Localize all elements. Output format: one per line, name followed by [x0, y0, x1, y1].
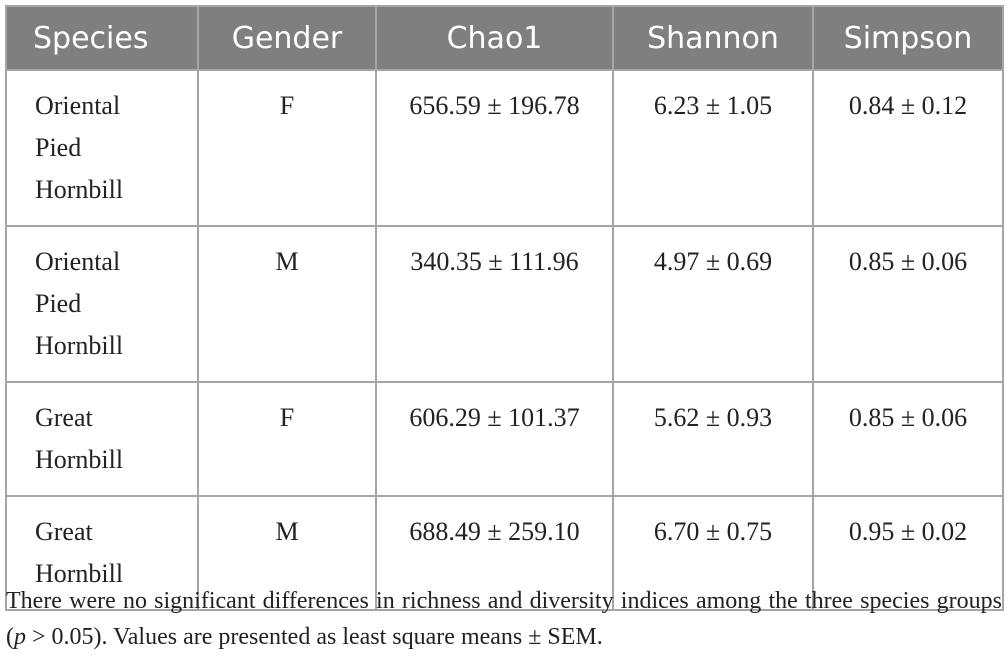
- footnote-italic: p: [14, 624, 26, 650]
- cell-text: 4.97 ± 0.69: [653, 247, 773, 276]
- header-cell: Shannon: [612, 5, 814, 71]
- cell-text: 0.84 ± 0.12: [848, 91, 968, 120]
- header-cell: Species: [5, 5, 199, 71]
- cell-text: 606.29 ± 101.37: [409, 403, 580, 432]
- footnote-text: There were no significant differences in…: [6, 588, 1002, 650]
- value-cell: 606.29 ± 101.37: [375, 381, 614, 497]
- value-cell: 5.62 ± 0.93: [612, 381, 814, 497]
- cell-text: 0.85 ± 0.06: [848, 247, 968, 276]
- value-cell: F: [197, 381, 377, 497]
- cell-text: 6.23 ± 1.05: [653, 91, 773, 120]
- cell-text: 340.35 ± 111.96: [410, 247, 579, 276]
- footnote: There were no significant differences in…: [6, 583, 1002, 655]
- cell-text: Oriental Pied Hornbill: [35, 91, 124, 204]
- cell-text: Oriental Pied Hornbill: [35, 247, 124, 360]
- table-row: Great Hornbill M 688.49 ± 259.10 6.70 ± 0.7…: [5, 495, 1004, 611]
- data-table: Species Gender Chao1 Shannon Simpson Orienta…: [5, 5, 1004, 611]
- value-cell: F: [197, 69, 377, 227]
- value-cell: M: [197, 495, 377, 611]
- cell-text: 0.95 ± 0.02: [848, 517, 968, 546]
- cell-text: 688.49 ± 259.10: [409, 517, 580, 546]
- cell-text: 6.70 ± 0.75: [653, 517, 773, 546]
- table-body: Oriental Pied Hornbill F 656.59 ± 196.78 6.…: [5, 69, 1004, 611]
- value-cell: 0.85 ± 0.06: [812, 381, 1004, 497]
- value-cell: 6.70 ± 0.75: [612, 495, 814, 611]
- species-cell: Great Hornbill: [5, 381, 199, 497]
- value-cell: 0.85 ± 0.06: [812, 225, 1004, 383]
- header-cell: Simpson: [812, 5, 1004, 71]
- cell-text: 656.59 ± 196.78: [409, 91, 580, 120]
- table-row: Oriental Pied Hornbill F 656.59 ± 196.78 6.…: [5, 69, 1004, 227]
- cell-text: M: [275, 247, 299, 276]
- cell-text: M: [275, 517, 299, 546]
- cell-text: F: [279, 403, 295, 432]
- header-cell: Chao1: [375, 5, 614, 71]
- cell-text: Great Hornbill: [35, 517, 124, 588]
- table-row: Oriental Pied Hornbill M 340.35 ± 111.96 4.…: [5, 225, 1004, 383]
- value-cell: M: [197, 225, 377, 383]
- header-row: Species Gender Chao1 Shannon Simpson: [5, 5, 1004, 71]
- value-cell: 4.97 ± 0.69: [612, 225, 814, 383]
- species-cell: Oriental Pied Hornbill: [5, 69, 199, 227]
- cell-text: Great Hornbill: [35, 403, 124, 474]
- value-cell: 6.23 ± 1.05: [612, 69, 814, 227]
- cell-text: F: [279, 91, 295, 120]
- value-cell: 340.35 ± 111.96: [375, 225, 614, 383]
- footnote-text: > 0.05). Values are presented as least s…: [26, 624, 603, 650]
- cell-text: 0.85 ± 0.06: [848, 403, 968, 432]
- value-cell: 0.84 ± 0.12: [812, 69, 1004, 227]
- species-cell: Oriental Pied Hornbill: [5, 225, 199, 383]
- value-cell: 0.95 ± 0.02: [812, 495, 1004, 611]
- header-cell: Gender: [197, 5, 377, 71]
- cell-text: 5.62 ± 0.93: [653, 403, 773, 432]
- value-cell: 688.49 ± 259.10: [375, 495, 614, 611]
- table-row: Great Hornbill F 606.29 ± 101.37 5.62 ± 0.9…: [5, 381, 1004, 497]
- value-cell: 656.59 ± 196.78: [375, 69, 614, 227]
- species-cell: Great Hornbill: [5, 495, 199, 611]
